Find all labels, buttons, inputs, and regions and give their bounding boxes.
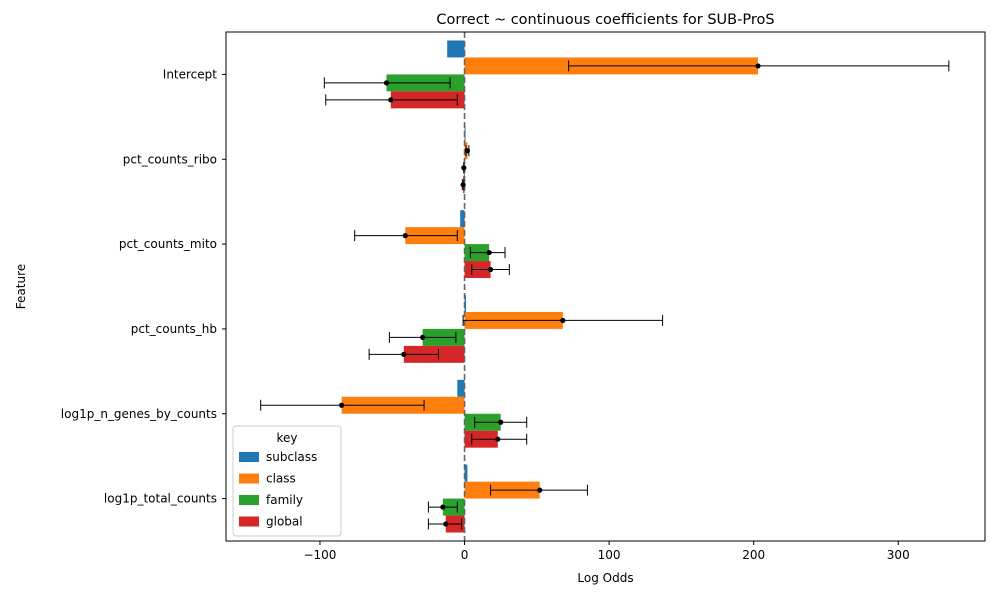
y-tick-label: Intercept <box>163 67 218 81</box>
point-global-0 <box>388 97 394 103</box>
y-tick-label: pct_counts_ribo <box>123 152 217 166</box>
legend-swatch-subclass <box>239 452 259 462</box>
x-axis-label: Log Odds <box>577 571 633 585</box>
point-class-2 <box>402 233 408 239</box>
legend[interactable]: key subclass class family global <box>232 425 342 537</box>
y-tick-label: pct_counts_hb <box>131 322 217 336</box>
point-family-2 <box>486 249 492 256</box>
point-family-5 <box>440 504 446 510</box>
point-global-3 <box>401 351 407 357</box>
y-tick-label: log1p_total_counts <box>104 492 217 506</box>
y-tick-label: log1p_n_genes_by_counts <box>61 407 217 421</box>
legend-title: key <box>276 431 297 445</box>
legend-entry-class[interactable]: class <box>266 472 296 486</box>
x-tick-label: 0 <box>461 548 469 562</box>
point-family-4 <box>498 419 504 425</box>
legend-swatch-class <box>239 473 259 484</box>
point-family-1 <box>461 165 467 171</box>
y-tick-label: pct_counts_mito <box>119 237 217 251</box>
legend-box <box>232 425 342 537</box>
point-class-0 <box>755 63 761 69</box>
legend-swatch-global <box>239 516 259 527</box>
plot-area <box>260 32 950 541</box>
point-class-3 <box>560 317 566 324</box>
legend-entry-subclass[interactable]: subclass <box>266 450 317 464</box>
legend-entry-family[interactable]: family <box>266 493 303 507</box>
point-global-2 <box>487 266 494 273</box>
point-class-4 <box>339 402 345 408</box>
point-global-1 <box>460 182 466 188</box>
axes: −100 0 100 200 300 Intercept pct_counts_ribopc… <box>61 31 986 562</box>
bar-subclass-4 <box>457 379 465 397</box>
plot-frame <box>225 31 986 542</box>
y-axis-label: Feature <box>14 264 28 309</box>
point-global-5 <box>443 521 449 527</box>
legend-swatch-family <box>239 495 259 505</box>
chart-title: Correct ~ continuous coefficients for SU… <box>436 12 774 28</box>
bar-subclass-2 <box>460 210 465 228</box>
x-tick-label: −100 <box>303 548 336 562</box>
point-global-4 <box>495 436 501 442</box>
x-tick-label: 100 <box>598 548 621 562</box>
legend-entry-global[interactable]: global <box>266 515 303 529</box>
point-class-5 <box>537 487 543 493</box>
x-tick-label: 300 <box>887 548 910 562</box>
x-tick-label: 200 <box>742 548 765 562</box>
point-class-1 <box>464 148 471 154</box>
point-family-0 <box>383 80 390 86</box>
bar-subclass-5 <box>464 464 468 482</box>
point-family-3 <box>420 334 426 340</box>
bar-subclass-0 <box>447 40 465 58</box>
